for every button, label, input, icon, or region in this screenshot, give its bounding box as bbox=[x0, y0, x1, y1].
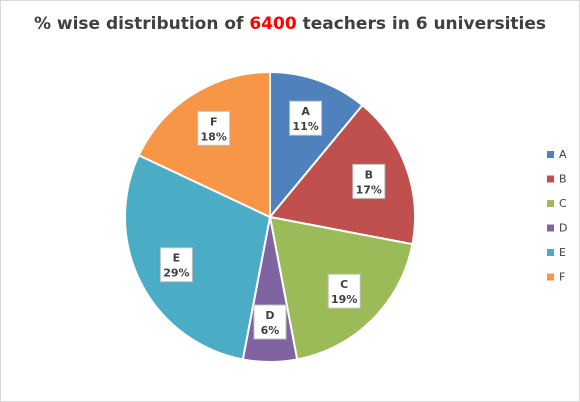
data-label-box-d bbox=[253, 304, 287, 340]
data-label-category-c: C bbox=[340, 278, 348, 291]
data-label-f: F 18% bbox=[197, 110, 231, 146]
data-label-category-f: F bbox=[210, 115, 218, 128]
data-label-value-d: 6% bbox=[261, 324, 280, 337]
legend-swatch-d bbox=[547, 224, 554, 232]
legend-swatch-e bbox=[547, 249, 554, 256]
title-suffix: teachers in 6 universities bbox=[296, 14, 547, 34]
data-label-c: C 19% bbox=[327, 273, 361, 309]
legend-swatch-a bbox=[547, 151, 554, 158]
data-label-category-e: E bbox=[173, 252, 181, 265]
legend-item-d: D bbox=[547, 222, 567, 235]
data-label-box-e bbox=[159, 247, 193, 283]
data-label-category-d: D bbox=[265, 309, 274, 322]
data-label-value-c: 19% bbox=[331, 293, 357, 306]
legend-item-b: B bbox=[547, 173, 567, 186]
legend-swatch-f bbox=[547, 273, 554, 281]
pie-slice-e bbox=[124, 153, 272, 361]
data-labels: A 11% B 17% C 19% D 6% E 29% F 18% bbox=[159, 100, 386, 340]
data-label-category-a: A bbox=[301, 105, 310, 118]
data-label-a: A 11% bbox=[289, 100, 323, 136]
data-label-value-b: 17% bbox=[356, 183, 382, 196]
legend-label-a: A bbox=[559, 148, 567, 161]
pie-slice-b bbox=[268, 103, 416, 246]
legend-swatch-b bbox=[547, 175, 554, 183]
legend-label-d: D bbox=[559, 222, 567, 235]
data-label-box-b bbox=[352, 163, 386, 199]
data-label-value-a: 11% bbox=[292, 120, 318, 133]
title-prefix: % wise distribution of bbox=[33, 14, 250, 34]
data-label-value-e: 29% bbox=[163, 267, 189, 280]
data-label-box-c bbox=[327, 273, 361, 309]
legend-swatch-c bbox=[547, 200, 554, 207]
legend-item-c: C bbox=[547, 197, 567, 210]
data-label-e: E 29% bbox=[159, 247, 193, 283]
data-label-d: D 6% bbox=[253, 304, 287, 340]
data-label-box-f bbox=[197, 110, 231, 146]
legend-label-c: C bbox=[559, 197, 567, 210]
data-label-value-f: 18% bbox=[201, 130, 227, 143]
pie-slices bbox=[124, 70, 416, 363]
legend-label-e: E bbox=[559, 246, 566, 259]
legend-label-b: B bbox=[559, 173, 567, 186]
legend-item-f: F bbox=[547, 271, 565, 284]
legend-item-e: E bbox=[547, 246, 566, 259]
title-highlight: 6400 bbox=[249, 14, 297, 34]
legend-item-a: A bbox=[547, 148, 567, 161]
data-label-b: B 17% bbox=[352, 163, 386, 199]
data-label-category-b: B bbox=[365, 168, 373, 181]
legend-label-f: F bbox=[559, 271, 565, 284]
chart-title: % wise distribution of 6400 teachers in … bbox=[0, 14, 580, 34]
data-label-box-a bbox=[289, 100, 323, 136]
